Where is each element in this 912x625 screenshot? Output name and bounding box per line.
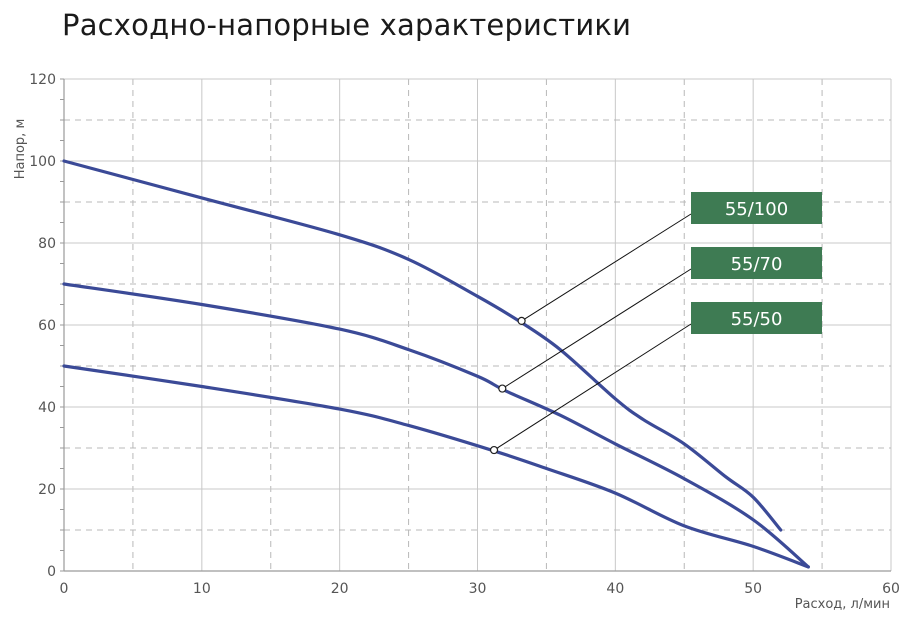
x-tick-label: 60 [882,581,900,597]
series-marker [489,445,499,455]
chart-title: Расходно-напорные характеристики [62,8,632,42]
series-marker [498,384,507,393]
series-label-text: 55/100 [725,199,788,220]
series-label-box [691,192,822,224]
x-tick-label: 0 [60,581,69,597]
x-tick-label: 30 [469,581,487,597]
series-label-text: 55/50 [731,309,783,330]
y-tick-label: 80 [38,236,56,252]
leader-lines [493,213,692,451]
x-axis-label: Расход, л/мин [795,597,890,612]
series-label-text: 55/70 [731,254,783,275]
series-line-55-70 [62,282,810,569]
series-markers [489,316,526,455]
y-axis-label: Напор, м [13,119,28,180]
series-label-box [691,247,822,279]
y-tick-label: 60 [38,318,56,334]
x-tick-label: 40 [606,581,624,597]
y-tick-label: 0 [47,564,56,580]
leader-line [521,213,692,322]
tick-labels: 0 10 20 30 40 50 60 0 20 40 60 80 100 120 [29,72,900,597]
x-tick-label: 50 [744,581,762,597]
leader-line [493,323,692,451]
series-labels: 55/100 55/70 55/50 [691,192,822,334]
leader-line [502,268,692,389]
y-tick-label: 100 [29,154,56,170]
series-label-box [691,302,822,334]
y-tick-label: 20 [38,482,56,498]
y-tick-label: 120 [29,72,56,88]
series-line-55-100 [62,159,783,532]
series-marker [517,316,526,325]
x-tick-label: 10 [193,581,211,597]
x-tick-label: 20 [331,581,349,597]
y-tick-label: 40 [38,400,56,416]
series-line-55-50 [62,364,810,569]
